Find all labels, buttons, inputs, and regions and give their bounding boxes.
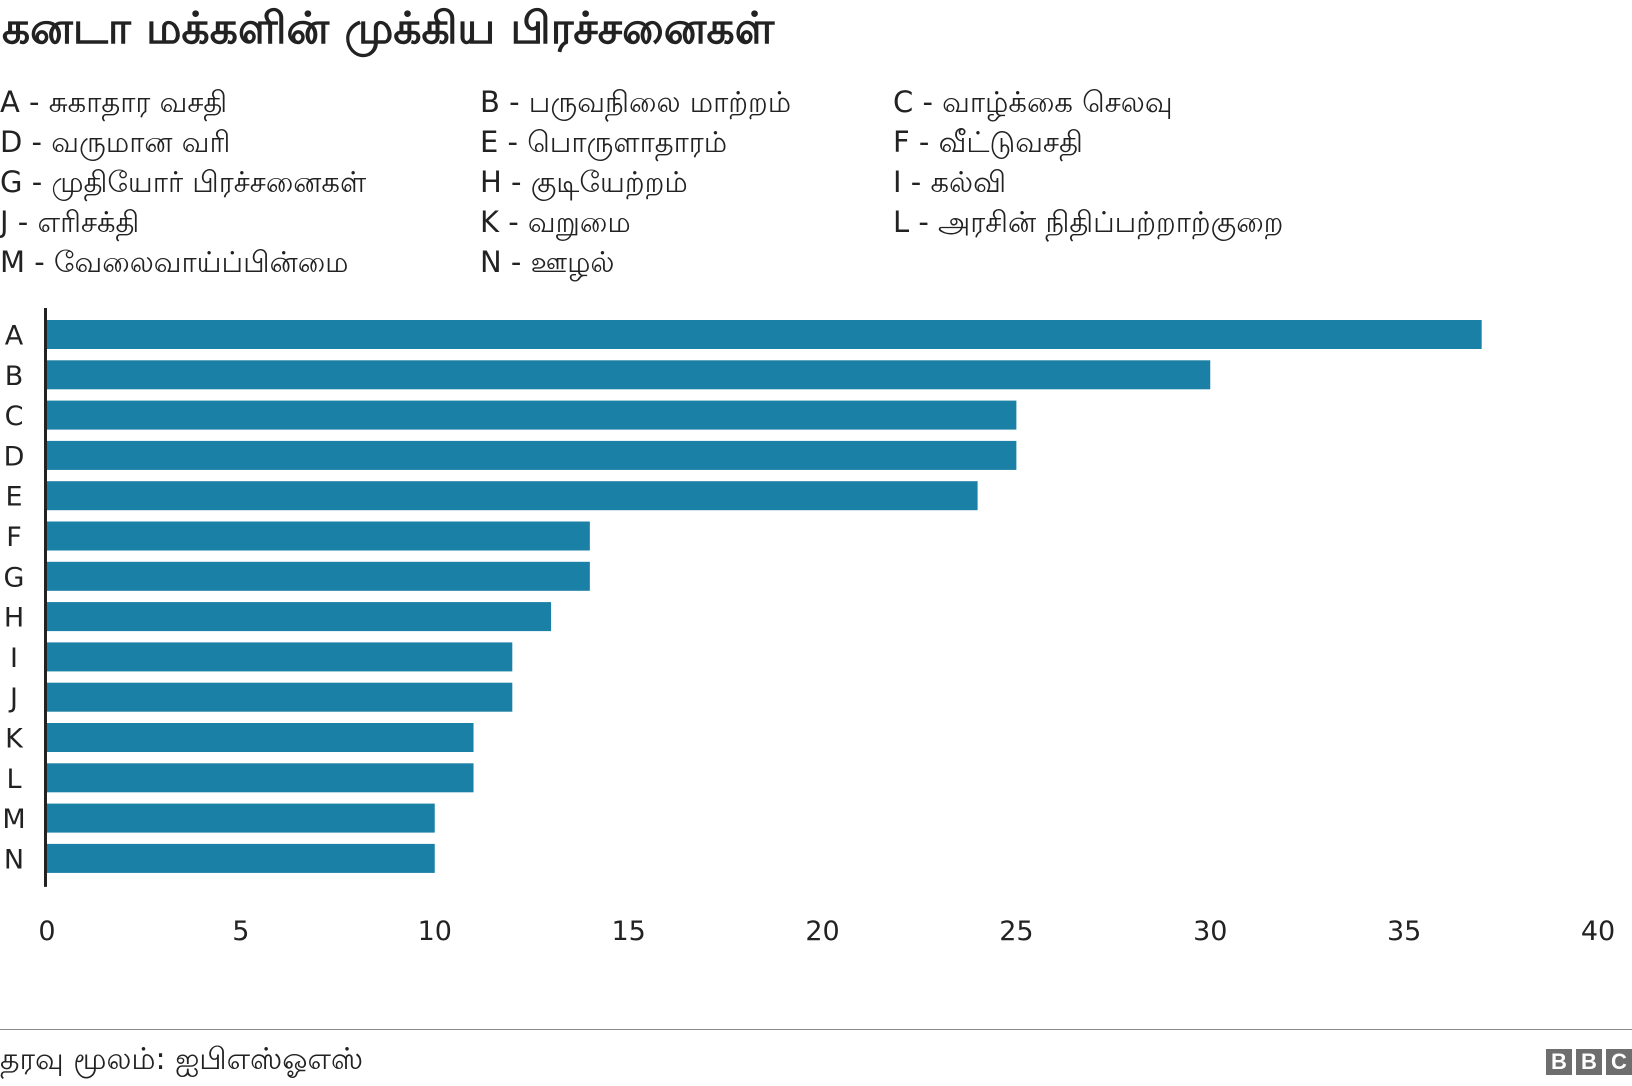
bar-g xyxy=(47,561,590,591)
bar-j xyxy=(47,682,513,712)
legend-item-h: H - குடியேற்றம் xyxy=(480,165,688,199)
bbc-logo-letter: B xyxy=(1576,1049,1602,1075)
x-tick-label: 5 xyxy=(232,916,249,947)
bar-k xyxy=(47,723,474,752)
legend-item-l: L - அரசின் நிதிப்பற்றாற்குறை xyxy=(893,205,1284,239)
bar-h xyxy=(47,602,552,632)
bar-d xyxy=(47,440,1017,470)
bar-l xyxy=(47,763,474,793)
x-tick-label: 25 xyxy=(999,916,1033,947)
legend-item-g: G - முதியோர் பிரச்சனைகள் xyxy=(0,165,367,199)
category-label-f: F xyxy=(6,522,22,553)
category-label-h: H xyxy=(4,603,24,634)
category-label-b: B xyxy=(5,361,24,392)
bar-e xyxy=(47,481,978,511)
legend-item-c: C - வாழ்க்கை செலவு xyxy=(893,85,1173,119)
bar-b xyxy=(47,360,1211,390)
legend-item-i: I - கல்வி xyxy=(893,165,1007,199)
category-label-m: M xyxy=(2,804,25,835)
x-tick-label: 30 xyxy=(1193,916,1227,947)
legend-item-n: N - ஊழல் xyxy=(480,245,615,279)
legend-item-e: E - பொருளாதாரம் xyxy=(480,125,728,159)
source-note: தரவு மூலம்: ஐபிஎஸ்ஓஎஸ் xyxy=(0,1042,364,1077)
x-tick-label: 15 xyxy=(611,916,645,947)
bar-i xyxy=(47,642,513,672)
category-label-j: J xyxy=(8,683,18,714)
legend-item-k: K - வறுமை xyxy=(480,205,631,239)
bbc-logo: B B C xyxy=(1546,1049,1632,1075)
x-tick-label: 40 xyxy=(1581,916,1615,947)
x-tick-label: 35 xyxy=(1387,916,1421,947)
legend-item-j: J - எரிசக்தி xyxy=(0,205,140,239)
bar-f xyxy=(47,521,590,551)
bar-n xyxy=(47,843,435,873)
footer-divider xyxy=(0,1029,1632,1030)
chart-title: கனடா மக்களின் முக்கிய பிரச்சனைகள் xyxy=(2,3,775,54)
x-tick-label: 0 xyxy=(38,916,55,947)
category-label-l: L xyxy=(6,764,21,795)
legend-item-d: D - வருமான வரி xyxy=(0,125,231,159)
bar-c xyxy=(47,400,1017,430)
legend-item-b: B - பருவநிலை மாற்றம் xyxy=(480,85,792,119)
legend-item-a: A - சுகாதார வசதி xyxy=(0,85,228,119)
bbc-logo-letter: B xyxy=(1546,1049,1572,1075)
bbc-logo-letter: C xyxy=(1606,1049,1632,1075)
bar-a xyxy=(47,320,1482,349)
legend-item-m: M - வேலைவாய்ப்பின்மை xyxy=(0,245,349,279)
category-label-d: D xyxy=(4,441,25,472)
category-label-i: I xyxy=(10,643,18,674)
x-tick-label: 20 xyxy=(805,916,839,947)
bar-m xyxy=(47,803,435,833)
category-label-a: A xyxy=(5,321,24,352)
category-label-n: N xyxy=(4,844,24,875)
legend: A - சுகாதார வசதி B - பருவநிலை மாற்றம் C … xyxy=(0,82,1600,292)
category-label-g: G xyxy=(4,562,25,593)
category-label-c: C xyxy=(5,401,24,432)
x-tick-label: 10 xyxy=(418,916,452,947)
category-label-k: K xyxy=(5,724,24,755)
legend-item-f: F - வீட்டுவசதி xyxy=(893,125,1083,159)
category-label-e: E xyxy=(5,482,22,513)
